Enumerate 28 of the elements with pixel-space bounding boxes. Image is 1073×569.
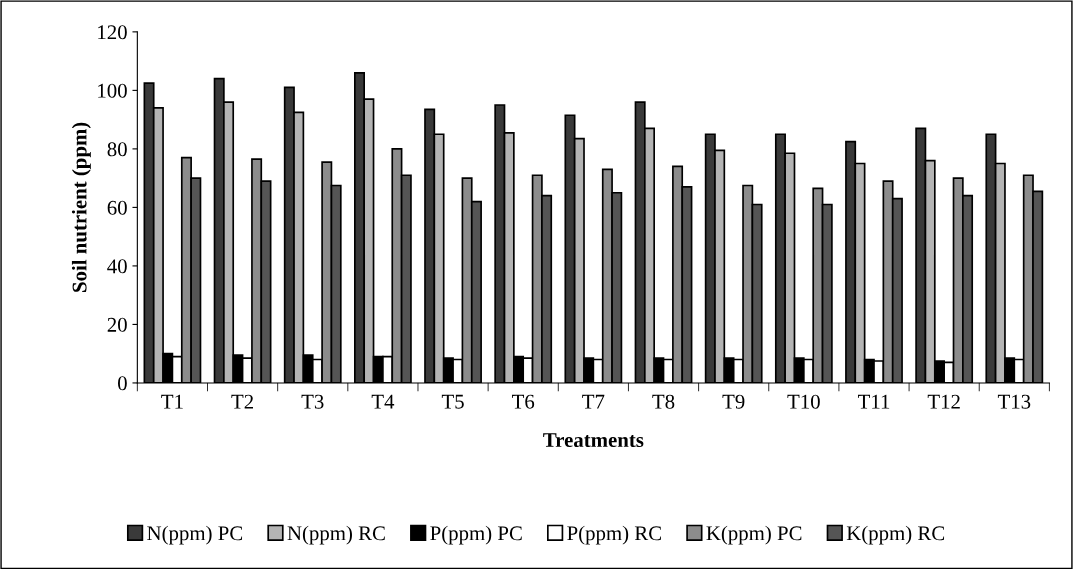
x-tick-label: T12 <box>927 394 960 409</box>
x-tick-label: T2 <box>231 394 253 409</box>
x-axis-title: Treatments <box>543 433 644 448</box>
y-tick-label: 20 <box>107 317 127 332</box>
y-tick-label: 120 <box>98 25 127 40</box>
x-tick-label: T4 <box>371 394 395 409</box>
y-tick-label: 0 <box>118 376 127 391</box>
x-tick-label: T7 <box>582 394 605 409</box>
x-tick-label: T10 <box>787 394 820 409</box>
x-tick-label: T13 <box>997 394 1031 409</box>
y-tick-label: 80 <box>107 142 127 157</box>
y-axis-title: Soil nutrient (ppm) <box>71 122 91 292</box>
legend-label: N(ppm) PC <box>147 525 243 545</box>
legend-label: P(ppm) PC <box>430 525 522 545</box>
x-tick-label: T3 <box>301 394 324 409</box>
legend-label: K(ppm) PC <box>706 525 802 545</box>
legend-label: K(ppm) RC <box>846 525 945 545</box>
legend-label: P(ppm) RC <box>567 525 661 545</box>
x-tick-label: T11 <box>857 394 890 409</box>
x-tick-label: T1 <box>161 394 183 409</box>
x-tick-label: T9 <box>722 394 745 409</box>
x-tick-label: T8 <box>652 394 675 409</box>
x-tick-label: T6 <box>512 394 535 409</box>
y-tick-label: 40 <box>107 259 127 274</box>
legend-label: N(ppm) RC <box>287 525 385 545</box>
y-tick-label: 100 <box>98 83 127 98</box>
y-tick-label: 60 <box>107 200 127 215</box>
x-tick-label: T5 <box>441 394 464 409</box>
